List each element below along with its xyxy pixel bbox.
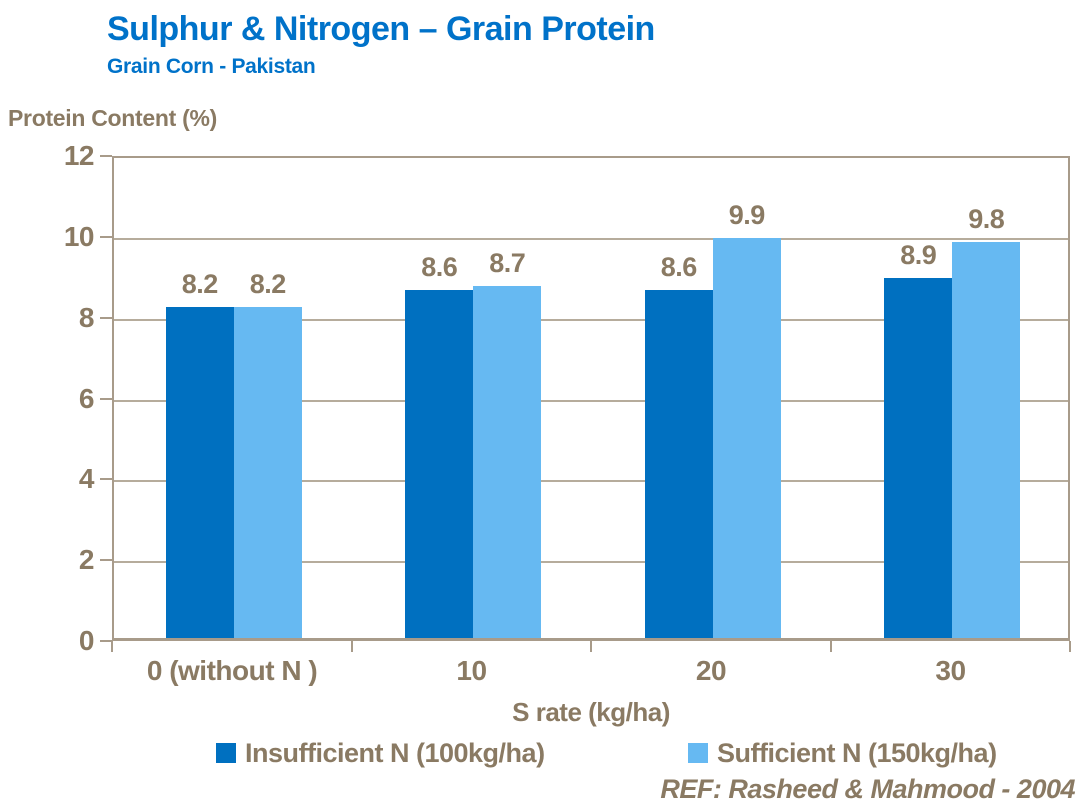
- gridline-8: [114, 318, 1068, 321]
- bar-value-label: 8.2: [249, 268, 287, 299]
- y-axis-title: Protein Content (%): [8, 105, 217, 131]
- bar-value-label: 8.9: [900, 240, 937, 271]
- bar-sufficient-30: [952, 241, 1021, 638]
- x-tick-mark: [590, 641, 592, 652]
- bar-value-label: 9.8: [968, 203, 1005, 234]
- gridline-4: [114, 480, 1068, 483]
- y-tick-mark: [100, 235, 112, 238]
- y-tick-label: 4: [78, 463, 95, 495]
- bar-value-label: 9.9: [728, 199, 766, 230]
- x-tick-mark: [1069, 641, 1071, 652]
- y-tick-label: 6: [78, 382, 95, 414]
- x-category-label: 30: [935, 655, 966, 686]
- bar-sufficient-20: [712, 237, 781, 638]
- x-tick-mark: [829, 641, 832, 652]
- y-tick-mark: [100, 478, 112, 481]
- plot-area: 8.2 8.2 8.6 8.7 8.6 9.9 8.9 9.8: [112, 156, 1070, 641]
- y-tick-label: 2: [78, 544, 95, 576]
- legend-swatch-dark-blue-icon: [216, 743, 236, 763]
- y-tick-mark: [100, 155, 112, 157]
- x-tick-mark: [111, 641, 113, 652]
- legend-label: Sufficient N (150kg/ha): [717, 737, 997, 768]
- y-tick-mark: [100, 559, 112, 562]
- gridline-2: [114, 561, 1068, 564]
- reference-note: REF: Rasheed & Mahmood - 2004: [660, 774, 1075, 804]
- bar-value-label: 8.2: [181, 268, 219, 299]
- bar-sufficient-0 (without N ): [233, 306, 302, 638]
- bar-insufficient-20: [644, 290, 713, 638]
- bar-value-label: 8.6: [660, 252, 698, 283]
- bar-insufficient-0 (without N ): [165, 306, 234, 638]
- y-tick-mark: [100, 640, 112, 642]
- x-category-label: 0 (without N ): [146, 655, 318, 686]
- gridline-6: [114, 399, 1068, 402]
- bar-value-label: 8.7: [489, 248, 526, 279]
- x-axis-title: S rate (kg/ha): [512, 697, 670, 727]
- y-tick-label: 10: [63, 220, 95, 252]
- chart-legend: Insufficient N (100kg/ha) Sufficient N (…: [112, 736, 1070, 770]
- y-tick-mark: [100, 316, 112, 319]
- chart-title: Sulphur & Nitrogen – Grain Protein: [107, 10, 655, 48]
- bar-insufficient-30: [884, 278, 953, 638]
- x-category-label: 10: [456, 655, 487, 686]
- legend-entry-sufficient-n: Sufficient N (150kg/ha): [688, 736, 997, 770]
- bar-value-label: 8.6: [421, 252, 458, 283]
- y-tick-label: 0: [78, 625, 95, 656]
- legend-swatch-light-blue-icon: [688, 743, 708, 763]
- y-tick-mark: [100, 397, 112, 400]
- x-tick-mark: [350, 641, 353, 652]
- legend-entry-insufficient-n: Insufficient N (100kg/ha): [216, 736, 545, 770]
- legend-label: Insufficient N (100kg/ha): [245, 737, 545, 768]
- gridline-10: [114, 237, 1068, 240]
- bar-insufficient-10: [405, 290, 474, 638]
- y-tick-label: 12: [63, 140, 95, 171]
- chart-subtitle: Grain Corn - Pakistan: [107, 55, 316, 78]
- x-category-label: 20: [695, 655, 727, 686]
- y-tick-label: 8: [78, 301, 95, 333]
- bar-sufficient-10: [473, 286, 542, 638]
